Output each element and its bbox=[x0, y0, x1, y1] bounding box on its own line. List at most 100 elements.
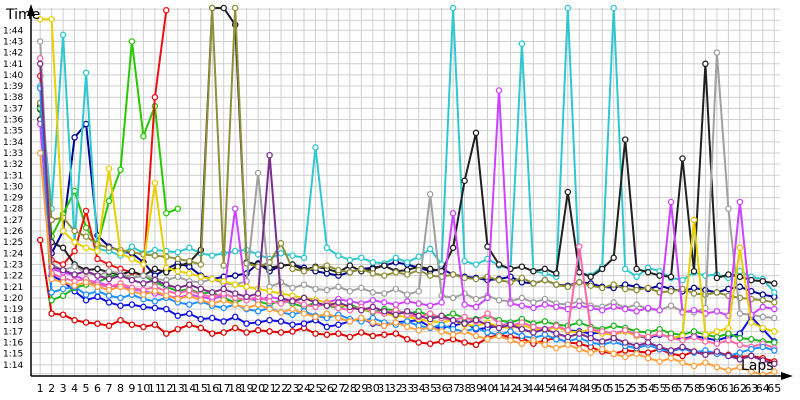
x-tick-label: 43 bbox=[515, 382, 529, 395]
data-point bbox=[576, 302, 583, 309]
data-point bbox=[759, 371, 767, 376]
data-point bbox=[759, 303, 767, 311]
data-point bbox=[358, 314, 365, 322]
data-point bbox=[231, 324, 239, 332]
data-point bbox=[759, 324, 767, 332]
data-point bbox=[507, 321, 514, 328]
data-point bbox=[369, 259, 377, 266]
data-point bbox=[667, 354, 675, 362]
data-point bbox=[59, 244, 67, 252]
data-point bbox=[725, 367, 732, 374]
data-point bbox=[392, 285, 400, 293]
data-point bbox=[186, 310, 193, 317]
data-point bbox=[449, 310, 457, 317]
data-point bbox=[140, 132, 147, 140]
data-point bbox=[335, 304, 342, 312]
data-point bbox=[518, 325, 526, 333]
data-point bbox=[369, 270, 377, 277]
x-tick-label: 64 bbox=[756, 382, 770, 395]
data-point bbox=[576, 345, 583, 353]
data-point bbox=[117, 283, 124, 291]
x-tick-label: 18 bbox=[228, 382, 242, 395]
data-point bbox=[679, 352, 686, 360]
data-point bbox=[117, 294, 124, 302]
data-point bbox=[335, 314, 342, 322]
data-point bbox=[151, 93, 159, 101]
data-point bbox=[461, 320, 468, 327]
data-point bbox=[392, 330, 400, 337]
series-8 bbox=[36, 4, 778, 287]
data-point bbox=[231, 301, 239, 308]
x-tick-label: 13 bbox=[171, 382, 185, 395]
data-point bbox=[82, 319, 90, 326]
data-point bbox=[449, 244, 457, 252]
data-point bbox=[36, 149, 44, 157]
data-point bbox=[163, 6, 170, 14]
data-point bbox=[381, 331, 388, 338]
data-point bbox=[220, 277, 227, 285]
x-axis-title: Laps bbox=[741, 358, 774, 374]
data-point bbox=[163, 330, 170, 337]
data-point bbox=[426, 315, 434, 323]
data-point bbox=[426, 245, 434, 253]
data-point bbox=[713, 333, 721, 341]
data-point bbox=[553, 335, 560, 343]
data-point bbox=[484, 321, 491, 328]
y-tick-label: 1:36 bbox=[3, 116, 23, 126]
series-15 bbox=[36, 60, 778, 367]
y-tick-label: 1:27 bbox=[3, 216, 23, 226]
data-point bbox=[71, 227, 78, 235]
y-tick-label: 1:26 bbox=[3, 227, 23, 237]
data-point bbox=[725, 271, 732, 278]
data-point bbox=[644, 284, 652, 292]
data-point bbox=[484, 310, 491, 317]
data-point bbox=[656, 272, 663, 279]
data-point bbox=[472, 303, 480, 311]
data-point bbox=[289, 311, 296, 318]
data-point bbox=[507, 328, 514, 335]
data-point bbox=[621, 285, 629, 293]
data-point bbox=[748, 276, 755, 284]
x-tick-label: 36 bbox=[435, 382, 449, 395]
data-point bbox=[690, 284, 698, 292]
data-point bbox=[186, 270, 193, 277]
data-point bbox=[690, 348, 698, 355]
data-point bbox=[174, 255, 182, 263]
data-point bbox=[335, 252, 342, 259]
data-point bbox=[392, 254, 400, 262]
data-point bbox=[174, 267, 182, 275]
data-point bbox=[633, 273, 640, 281]
data-point bbox=[518, 40, 526, 47]
data-point bbox=[36, 15, 44, 23]
data-point bbox=[541, 341, 549, 349]
data-point bbox=[713, 348, 721, 355]
data-point bbox=[140, 323, 147, 331]
y-tick-label: 1:23 bbox=[3, 260, 23, 270]
data-point bbox=[128, 243, 136, 250]
y-tick-label: 1:29 bbox=[3, 194, 23, 204]
data-point bbox=[667, 334, 675, 342]
data-point bbox=[736, 267, 744, 275]
x-tick-label: 26 bbox=[320, 382, 334, 395]
data-point bbox=[59, 285, 67, 293]
x-tick-label: 46 bbox=[549, 382, 563, 395]
data-point bbox=[128, 248, 136, 256]
data-point bbox=[335, 283, 342, 291]
data-point bbox=[725, 330, 732, 337]
x-tick-label: 10 bbox=[136, 382, 150, 395]
data-point bbox=[346, 318, 354, 325]
y-tick-label: 1:42 bbox=[3, 49, 23, 59]
x-tick-label: 19 bbox=[240, 382, 254, 395]
data-point bbox=[277, 329, 285, 336]
data-point bbox=[289, 321, 296, 328]
data-point bbox=[610, 4, 617, 12]
x-tick-label: 38 bbox=[458, 382, 472, 395]
data-point bbox=[243, 304, 250, 312]
data-point bbox=[231, 247, 239, 255]
data-point bbox=[610, 322, 617, 330]
y-axis-title: Time bbox=[5, 7, 40, 23]
y-tick-label: 1:16 bbox=[3, 339, 23, 349]
x-tick-label: 52 bbox=[618, 382, 632, 395]
data-point bbox=[530, 299, 537, 306]
data-point bbox=[702, 359, 709, 366]
